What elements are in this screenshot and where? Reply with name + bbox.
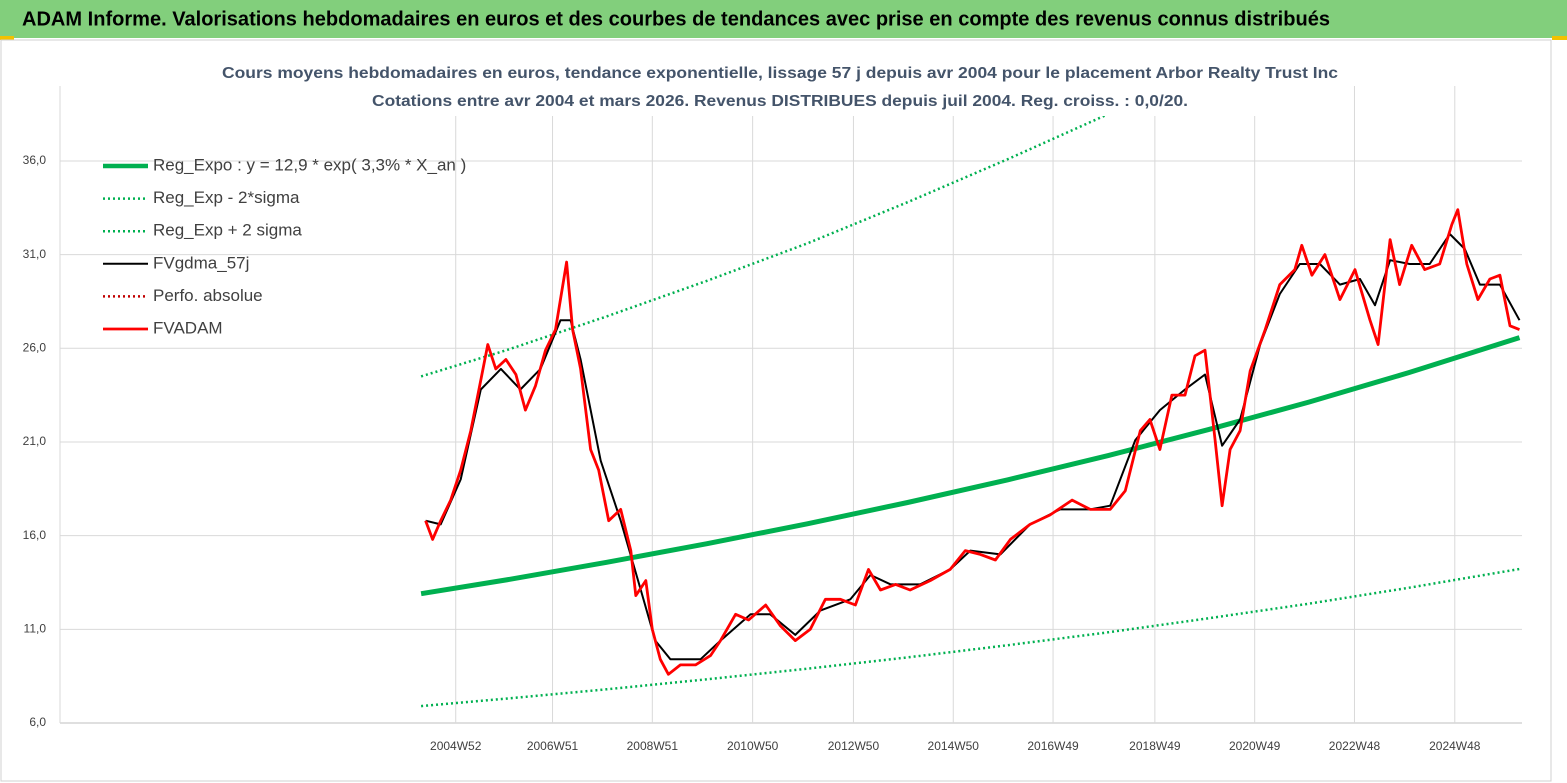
- x-tick-label: 2018W49: [1129, 739, 1181, 753]
- x-tick-label: 2022W48: [1329, 739, 1381, 753]
- y-tick-label: 21,0: [23, 434, 47, 448]
- y-tick-label: 31,0: [23, 247, 47, 261]
- chart-title: Cours moyens hebdomadaires en euros, ten…: [222, 65, 1338, 82]
- legend-label: Reg_Exp - 2*sigma: [153, 188, 300, 207]
- x-tick-label: 2004W52: [430, 739, 482, 753]
- x-tick-label: 2012W50: [828, 739, 880, 753]
- legend-label: Reg_Exp + 2 sigma: [153, 221, 302, 240]
- y-tick-label: 26,0: [23, 340, 47, 354]
- x-tick-label: 2010W50: [727, 739, 779, 753]
- series-line: [420, 335, 1521, 597]
- x-tick-label: 2014W50: [928, 739, 980, 753]
- legend-label: Perfo. absolue: [153, 286, 263, 305]
- legend-label: FVADAM: [153, 318, 223, 337]
- y-tick-label: 36,0: [23, 153, 47, 167]
- x-tick-label: 2024W48: [1429, 739, 1481, 753]
- corner-mark: [0, 36, 14, 40]
- series-line: [424, 208, 1521, 676]
- chart-subtitle: Cotations entre avr 2004 et mars 2026. R…: [372, 93, 1188, 110]
- header-title: ADAM Informe. Valorisations hebdomadaire…: [22, 8, 1330, 30]
- chart-frame: [0, 39, 1552, 782]
- series-line: [420, 84, 1171, 378]
- legend-label: Reg_Expo : y = 12,9 * exp( 3,3% * X_an ): [153, 155, 466, 174]
- x-tick-label: 2016W49: [1027, 739, 1079, 753]
- y-tick-label: 16,0: [23, 528, 47, 542]
- x-tick-label: 2008W51: [627, 739, 679, 753]
- x-tick-label: 2020W49: [1229, 739, 1281, 753]
- series-line: [420, 567, 1520, 708]
- y-tick-label: 11,0: [24, 621, 47, 635]
- x-tick-label: 2006W51: [527, 739, 579, 753]
- header-bar: [0, 0, 1567, 38]
- title-box: [214, 60, 1344, 116]
- legend-label: FVgdma_57j: [153, 253, 249, 272]
- y-tick-label: 6,0: [29, 715, 46, 729]
- corner-mark: [1552, 36, 1567, 40]
